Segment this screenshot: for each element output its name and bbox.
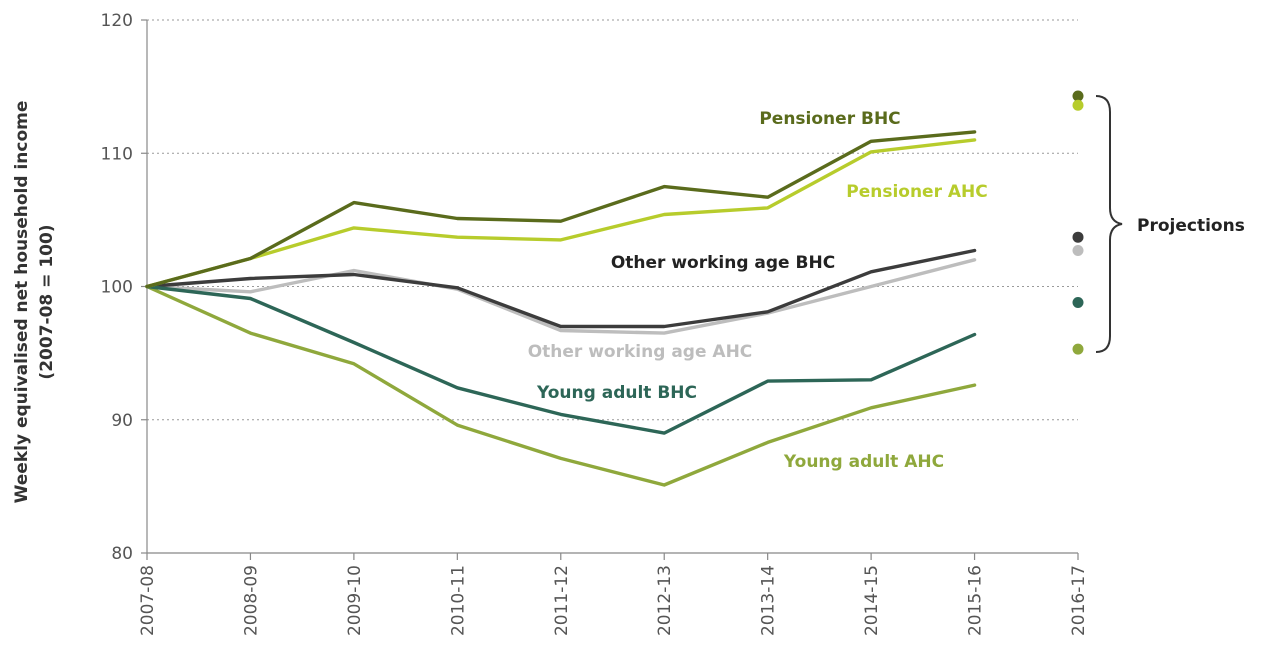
- gridlines: [147, 19, 1078, 421]
- x-tick-label-2010-11: 2010-11: [448, 565, 468, 636]
- series-line-other-working-age-bhc: [145, 248, 977, 329]
- y-tick-label-90: 90: [111, 411, 133, 431]
- projection-point-young-adult-bhc: [1072, 296, 1084, 308]
- series-line-pensioner-bhc: [145, 130, 977, 289]
- x-tick-label-2016-17: 2016-17: [1069, 565, 1089, 636]
- projection-point-pensioner-bhc: [1072, 90, 1084, 102]
- projection-point-young-adult-ahc: [1072, 343, 1084, 355]
- x-tick-label-2012-13: 2012-13: [655, 565, 675, 636]
- series-line-other-working-age-ahc: [145, 258, 977, 335]
- series-label-other-working-age-ahc: Other working age AHC: [528, 342, 753, 362]
- y-tick-label-110: 110: [101, 144, 133, 164]
- axes: 80 90 100 110 120 2007-08 2008-09 2009-10 2010-1…: [101, 11, 1089, 636]
- projections-brace: [1095, 95, 1123, 353]
- series-label-pensioner-bhc: Pensioner BHC: [759, 109, 900, 129]
- projections-label: Projections: [1137, 216, 1245, 236]
- series-label-young-adult-ahc: Young adult AHC: [783, 452, 944, 472]
- projection-point-other-working-age-bhc: [1072, 231, 1084, 243]
- y-tick-label-80: 80: [111, 544, 133, 564]
- projection-point-other-working-age-ahc: [1072, 245, 1084, 257]
- series-label-pensioner-ahc: Pensioner AHC: [846, 182, 988, 202]
- series-line-pensioner-ahc: [145, 138, 977, 289]
- y-tick-label-120: 120: [101, 11, 133, 31]
- x-tick-label-2007-08: 2007-08: [138, 565, 158, 636]
- projection-markers: [1072, 90, 1084, 355]
- x-tick-label-2009-10: 2009-10: [345, 565, 365, 636]
- series-lines: [145, 130, 977, 487]
- x-tick-label-2015-16: 2015-16: [966, 565, 986, 636]
- series-label-other-working-age-bhc: Other working age BHC: [611, 253, 835, 273]
- projection-point-pensioner-ahc: [1072, 99, 1084, 111]
- y-tick-label-100: 100: [101, 278, 133, 298]
- series-line-young-adult-ahc: [145, 284, 977, 487]
- y-axis-title-line-2: (2007-08 = 100): [37, 224, 57, 379]
- series-labels: Pensioner BHC Pensioner AHC Other working …: [528, 109, 988, 472]
- x-tick-label-2014-15: 2014-15: [862, 565, 882, 636]
- x-tick-label-2013-14: 2013-14: [759, 565, 779, 636]
- x-tick-label-2008-09: 2008-09: [241, 565, 261, 636]
- y-axis-title-line-1: Weekly equivalised net household income: [12, 101, 32, 504]
- x-tick-label-2011-12: 2011-12: [552, 565, 572, 636]
- series-label-young-adult-bhc: Young adult BHC: [536, 383, 697, 403]
- series-line-young-adult-bhc: [145, 284, 977, 435]
